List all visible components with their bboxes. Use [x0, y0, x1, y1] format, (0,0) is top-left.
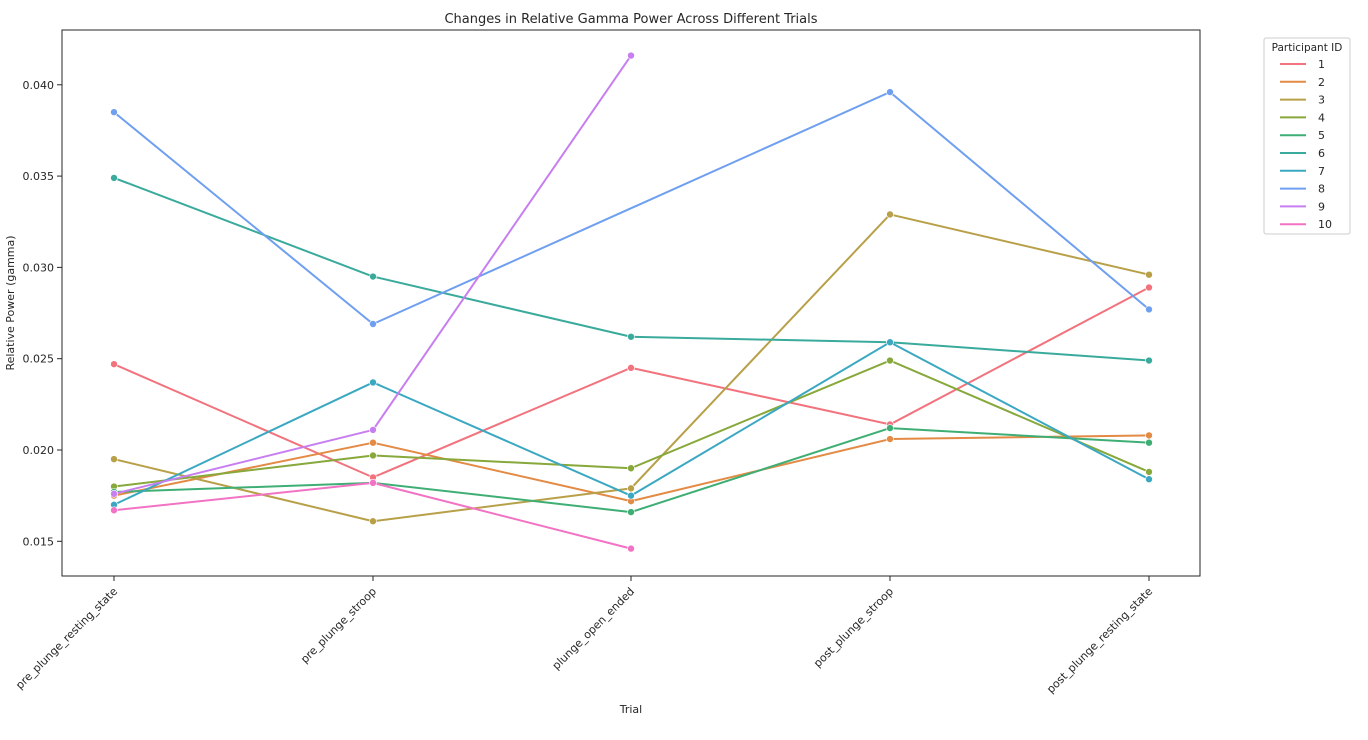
legend: Participant ID 1 2 3 4 5 6 7 8 9 10	[1263, 37, 1351, 235]
x-tick-label: plunge_open_ended	[550, 585, 637, 672]
series-line	[113, 91, 1150, 325]
data-point	[1145, 356, 1153, 365]
series-2	[110, 431, 1153, 505]
series-4	[110, 356, 1153, 491]
data-point	[627, 51, 635, 60]
data-point	[110, 108, 118, 116]
data-point	[886, 210, 894, 219]
legend-label: 4	[1318, 111, 1325, 124]
legend-title: Participant ID	[1272, 42, 1343, 54]
series-layer	[110, 51, 1153, 553]
data-point	[369, 378, 377, 387]
data-point	[369, 320, 377, 328]
series-8	[110, 88, 1153, 328]
data-point	[110, 455, 118, 463]
data-point	[110, 490, 118, 498]
data-point	[369, 272, 377, 281]
data-point	[110, 506, 118, 515]
data-point	[627, 508, 635, 516]
chart-title: Changes in Relative Gamma Power Across D…	[444, 12, 817, 27]
series-3	[110, 210, 1153, 526]
data-point	[886, 88, 894, 96]
data-point	[627, 464, 635, 473]
legend-box	[1263, 37, 1351, 235]
legend-items: 1 2 3 4 5 6 7 8 9 10	[1280, 58, 1332, 231]
x-axis: pre_plunge_resting_state pre_plunge_stroo…	[13, 576, 1155, 696]
legend-label: 5	[1318, 129, 1325, 142]
data-point	[886, 338, 894, 347]
data-point	[627, 364, 635, 372]
legend-label: 7	[1318, 165, 1325, 178]
x-tick-label: pre_plunge_stroop	[298, 585, 379, 666]
data-point	[369, 517, 377, 526]
data-point	[627, 491, 635, 500]
x-tick-label: post_plunge_stroop	[811, 585, 896, 670]
legend-label: 1	[1318, 58, 1325, 71]
legend-label: 3	[1318, 94, 1325, 107]
y-tick-label: 0.030	[23, 261, 55, 274]
y-tick-label: 0.025	[23, 353, 55, 366]
data-point	[1145, 270, 1153, 279]
legend-label: 6	[1318, 147, 1325, 160]
data-point	[627, 544, 635, 553]
y-tick-label: 0.020	[23, 444, 55, 457]
series-10	[110, 479, 635, 553]
data-point	[110, 360, 118, 368]
data-point	[1145, 305, 1153, 314]
data-point	[627, 332, 635, 341]
data-point	[1145, 475, 1153, 484]
legend-label: 10	[1318, 218, 1332, 231]
x-tick-label: pre_plunge_resting_state	[13, 585, 120, 692]
legend-label: 9	[1318, 200, 1325, 213]
data-point	[110, 174, 118, 182]
legend-label: 2	[1318, 76, 1325, 89]
data-point	[1145, 431, 1153, 440]
y-axis-label: Relative Power (gamma)	[4, 235, 17, 370]
y-tick-label: 0.040	[23, 79, 55, 92]
y-tick-label: 0.035	[23, 170, 55, 183]
y-axis: 0.015 0.020 0.025 0.030 0.035 0.040	[23, 79, 62, 548]
y-tick-label: 0.015	[23, 535, 55, 548]
x-axis-label: Trial	[619, 703, 642, 716]
legend-label: 8	[1318, 183, 1325, 196]
data-point	[886, 356, 894, 365]
data-point	[369, 479, 377, 487]
data-point	[1145, 468, 1153, 476]
data-point	[1145, 283, 1153, 292]
data-point	[627, 484, 635, 493]
data-point	[886, 435, 894, 443]
x-tick-label: post_plunge_resting_state	[1044, 585, 1155, 696]
series-6	[110, 174, 1153, 365]
data-point	[1145, 438, 1153, 447]
data-point	[886, 424, 894, 432]
series-7	[110, 338, 1153, 509]
data-point	[369, 426, 377, 434]
data-point	[369, 451, 377, 460]
data-point	[369, 438, 377, 447]
series-1	[110, 283, 1153, 482]
series-9	[110, 51, 635, 498]
